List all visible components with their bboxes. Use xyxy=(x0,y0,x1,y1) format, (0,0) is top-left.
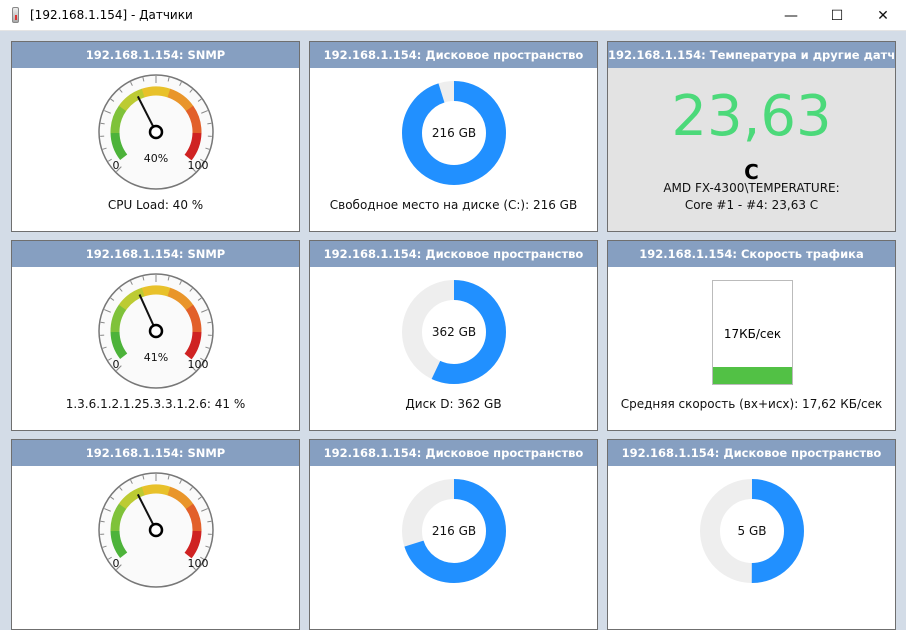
panel-caption: Диск D: 362 GB xyxy=(310,397,597,411)
donut-chart: 216 GB xyxy=(399,476,509,586)
gauge: 0 100 xyxy=(96,470,216,590)
donut-center-label: 5 GB xyxy=(738,524,767,538)
sensor-panel-donut[interactable]: 192.168.1.154: Дисковое пространство 5 GB xyxy=(607,439,896,630)
title-bar: [192.168.1.154] - Датчики — ☐ ✕ xyxy=(0,0,906,31)
panel-header: 192.168.1.154: SNMP xyxy=(12,42,299,68)
sensor-name: AMD FX-4300\TEMPERATURE: xyxy=(608,181,895,195)
gauge-min-label: 0 xyxy=(113,557,120,570)
gauge: 0 100 41% xyxy=(96,271,216,391)
gauge-value-label: 40% xyxy=(144,152,168,165)
panel-header: 192.168.1.154: Дисковое пространство xyxy=(310,440,597,466)
gauge-tick xyxy=(101,521,105,522)
maximize-button[interactable]: ☐ xyxy=(814,0,860,31)
gauge-hub xyxy=(150,524,162,536)
gauge-min-label: 0 xyxy=(113,358,120,371)
donut-center-label: 216 GB xyxy=(432,126,476,140)
gauge-value-label: 41% xyxy=(144,351,168,364)
window-title: [192.168.1.154] - Датчики xyxy=(30,8,193,22)
panel-header: 192.168.1.154: Дисковое пространство xyxy=(310,241,597,267)
donut-chart: 216 GB xyxy=(399,78,509,188)
gauge-max-label: 100 xyxy=(188,159,209,172)
gauge-band xyxy=(143,290,169,292)
gauge-hub xyxy=(150,325,162,337)
sensor-panel-traffic[interactable]: 192.168.1.154: Скорость трафика 17КБ/сек С… xyxy=(607,240,896,431)
sensor-panel-donut[interactable]: 192.168.1.154: Дисковое пространство 216 … xyxy=(309,41,598,232)
donut-chart: 362 GB xyxy=(399,277,509,387)
traffic-bar-label: 17КБ/сек xyxy=(713,327,792,341)
gauge-tick xyxy=(207,123,211,124)
sensor-panel-donut[interactable]: 192.168.1.154: Дисковое пространство 362 … xyxy=(309,240,598,431)
panel-header: 192.168.1.154: Дисковое пространство xyxy=(608,440,895,466)
panel-caption: 1.3.6.1.2.1.25.3.3.1.2.6: 41 % xyxy=(12,397,299,411)
panel-caption: Средняя скорость (вх+исх): 17,62 КБ/сек xyxy=(608,397,895,411)
sensor-panel-gauge[interactable]: 192.168.1.154: SNMP 0 100 40% CPU Load: 40 % xyxy=(11,41,300,232)
gauge-band xyxy=(143,91,169,93)
gauge-hub xyxy=(150,126,162,138)
app-icon xyxy=(12,7,19,23)
panel-caption: Свободное место на диске (C:): 216 GB xyxy=(310,198,597,212)
panel-header: 192.168.1.154: Скорость трафика xyxy=(608,241,895,267)
panel-header: 192.168.1.154: SNMP xyxy=(12,241,299,267)
gauge-tick xyxy=(207,521,211,522)
donut-center-label: 216 GB xyxy=(432,524,476,538)
minimize-button[interactable]: — xyxy=(768,0,814,31)
gauge: 0 100 40% xyxy=(96,72,216,192)
close-button[interactable]: ✕ xyxy=(860,0,906,31)
temperature-value: 23,63 xyxy=(608,84,895,149)
traffic-bar: 17КБ/сек xyxy=(712,280,793,385)
gauge-max-label: 100 xyxy=(188,358,209,371)
gauge-min-label: 0 xyxy=(113,159,120,172)
traffic-bar-fill xyxy=(713,367,792,385)
gauge-band xyxy=(143,489,169,491)
panel-header: 192.168.1.154: Дисковое пространство xyxy=(310,42,597,68)
panel-header: 192.168.1.154: SNMP xyxy=(12,440,299,466)
gauge-tick xyxy=(207,322,211,323)
sensor-panel-gauge[interactable]: 192.168.1.154: SNMP 0 100 xyxy=(11,439,300,630)
donut-center-label: 362 GB xyxy=(432,325,476,339)
sensor-panel-donut[interactable]: 192.168.1.154: Дисковое пространство 216 … xyxy=(309,439,598,630)
panel-caption: CPU Load: 40 % xyxy=(12,198,299,212)
donut-chart: 5 GB xyxy=(697,476,807,586)
gauge-tick xyxy=(101,123,105,124)
panel-header: 192.168.1.154: Температура и другие датч… xyxy=(608,42,895,68)
gauge-max-label: 100 xyxy=(188,557,209,570)
sensor-panel-temp[interactable]: 192.168.1.154: Температура и другие датч… xyxy=(607,41,896,232)
gauge-tick xyxy=(101,322,105,323)
sensor-reading: Core #1 - #4: 23,63 C xyxy=(608,198,895,212)
sensor-panel-gauge[interactable]: 192.168.1.154: SNMP 0 100 41% 1.3.6.1.2.1.25… xyxy=(11,240,300,431)
